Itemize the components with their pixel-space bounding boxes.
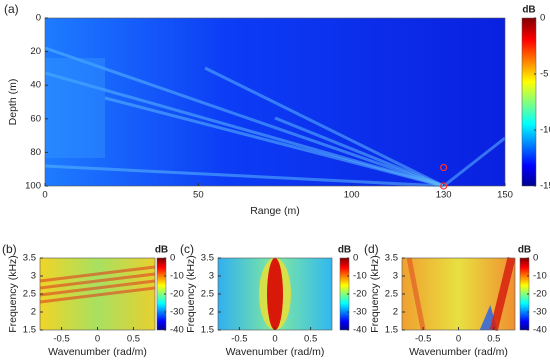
y-tick-label: 1.5: [385, 325, 398, 336]
y-tick-label: 60: [30, 113, 41, 124]
y-tick-label: 80: [30, 147, 41, 158]
y-tick-label: 40: [30, 80, 41, 91]
colorbar-tick-label: -20: [353, 289, 367, 300]
x-tick-label: 0.5: [304, 334, 317, 345]
panel-label: (d): [364, 242, 379, 256]
y-tick-label: 0: [36, 13, 41, 24]
plot-frame: [44, 17, 506, 187]
beam: [104, 96, 445, 188]
colorbar-tick-label: -10: [540, 125, 550, 136]
beam: [274, 116, 445, 188]
colorbar-tick-label: -10: [170, 271, 184, 282]
colorbar-tick-label: 0: [540, 13, 545, 24]
colorbar-tick-label: -20: [170, 289, 184, 300]
band: [406, 257, 426, 331]
panel-label: (c): [180, 242, 194, 256]
band: [267, 258, 283, 330]
x-tick-label: 0.5: [487, 334, 500, 345]
y-tick-label: 3: [31, 271, 36, 282]
colorbar-tick-label: -30: [533, 307, 547, 318]
colorbar-tick-label: -30: [170, 307, 184, 318]
y-axis-label: Depth (m): [7, 79, 19, 126]
x-tick-label: 50: [193, 190, 204, 201]
colorbar-tick-label: -10: [353, 271, 367, 282]
colorbar-label: dB: [338, 245, 351, 256]
beam: [204, 66, 445, 188]
y-tick-label: 20: [30, 46, 41, 57]
x-tick-label: 0: [272, 334, 277, 345]
colorbar-tick-label: -5: [540, 69, 548, 80]
x-tick-label: -0.5: [53, 334, 69, 345]
beam: [44, 71, 445, 188]
x-tick-label: -0.5: [415, 334, 431, 345]
colorbar-tick-label: 0: [170, 253, 175, 264]
colorbar-tick-label: 0: [353, 253, 358, 264]
colorbar-tick-label: -40: [170, 325, 184, 336]
heatmap-image: [45, 58, 105, 158]
band: [39, 279, 156, 297]
y-tick-label: 3: [393, 271, 398, 282]
x-axis-label: Wavenumber (rad/m): [48, 346, 147, 358]
beam: [44, 46, 445, 188]
panel-label: (a): [4, 2, 19, 16]
colorbar-label: dB: [518, 245, 531, 256]
x-axis-label: Wavenumber (rad/m): [409, 346, 508, 358]
beam: [442, 136, 506, 188]
y-tick-label: 3.5: [201, 253, 214, 264]
y-tick-label: 1.5: [201, 325, 214, 336]
colorbar-tick-label: 0: [533, 253, 538, 264]
x-tick-label: 0: [456, 334, 461, 345]
marker: [440, 182, 448, 190]
colorbar-tick-label: -40: [353, 325, 367, 336]
y-axis-label: Frequency (kHz): [185, 255, 197, 333]
colorbar-tick-label: -15: [540, 181, 550, 192]
x-tick-label: 100: [344, 190, 360, 201]
y-tick-label: 2.5: [23, 289, 36, 300]
colorbar-label: dB: [155, 245, 168, 256]
x-tick-label: -0.5: [231, 334, 247, 345]
x-tick-label: 130: [436, 190, 452, 201]
y-tick-label: 2.5: [385, 289, 398, 300]
y-tick-label: 2: [393, 307, 398, 318]
colorbar-tick-label: -40: [533, 325, 547, 336]
colorbar-tick-label: -30: [353, 307, 367, 318]
marker: [440, 163, 448, 172]
y-tick-label: 1.5: [23, 325, 36, 336]
colorbar-tick-label: -10: [533, 271, 547, 282]
y-tick-label: 3.5: [385, 253, 398, 264]
y-tick-label: 2: [31, 307, 36, 318]
band: [39, 272, 156, 290]
y-axis-label: Frequency (kHz): [369, 255, 381, 333]
band: [39, 265, 156, 283]
y-tick-label: 2.5: [201, 289, 214, 300]
x-tick-label: 150: [497, 190, 513, 201]
x-tick-label: 0.5: [127, 334, 140, 345]
y-axis-label: Frequency (kHz): [7, 255, 19, 333]
panel-label: (b): [2, 242, 17, 256]
y-tick-label: 3: [209, 271, 214, 282]
colorbar: [521, 17, 537, 187]
band: [39, 286, 156, 304]
colorbar-label: dB: [522, 5, 535, 16]
beam: [44, 164, 444, 188]
colorbar-tick-label: -20: [533, 289, 547, 300]
band: [489, 257, 516, 331]
x-tick-label: 0: [95, 334, 100, 345]
y-tick-label: 2: [209, 307, 214, 318]
y-tick-label: 3.5: [23, 253, 36, 264]
x-axis-label: Wavenumber (rad/m): [226, 346, 325, 358]
x-axis-label: Range (m): [250, 205, 300, 217]
x-tick-label: 0: [42, 190, 47, 201]
y-tick-label: 100: [25, 181, 41, 192]
